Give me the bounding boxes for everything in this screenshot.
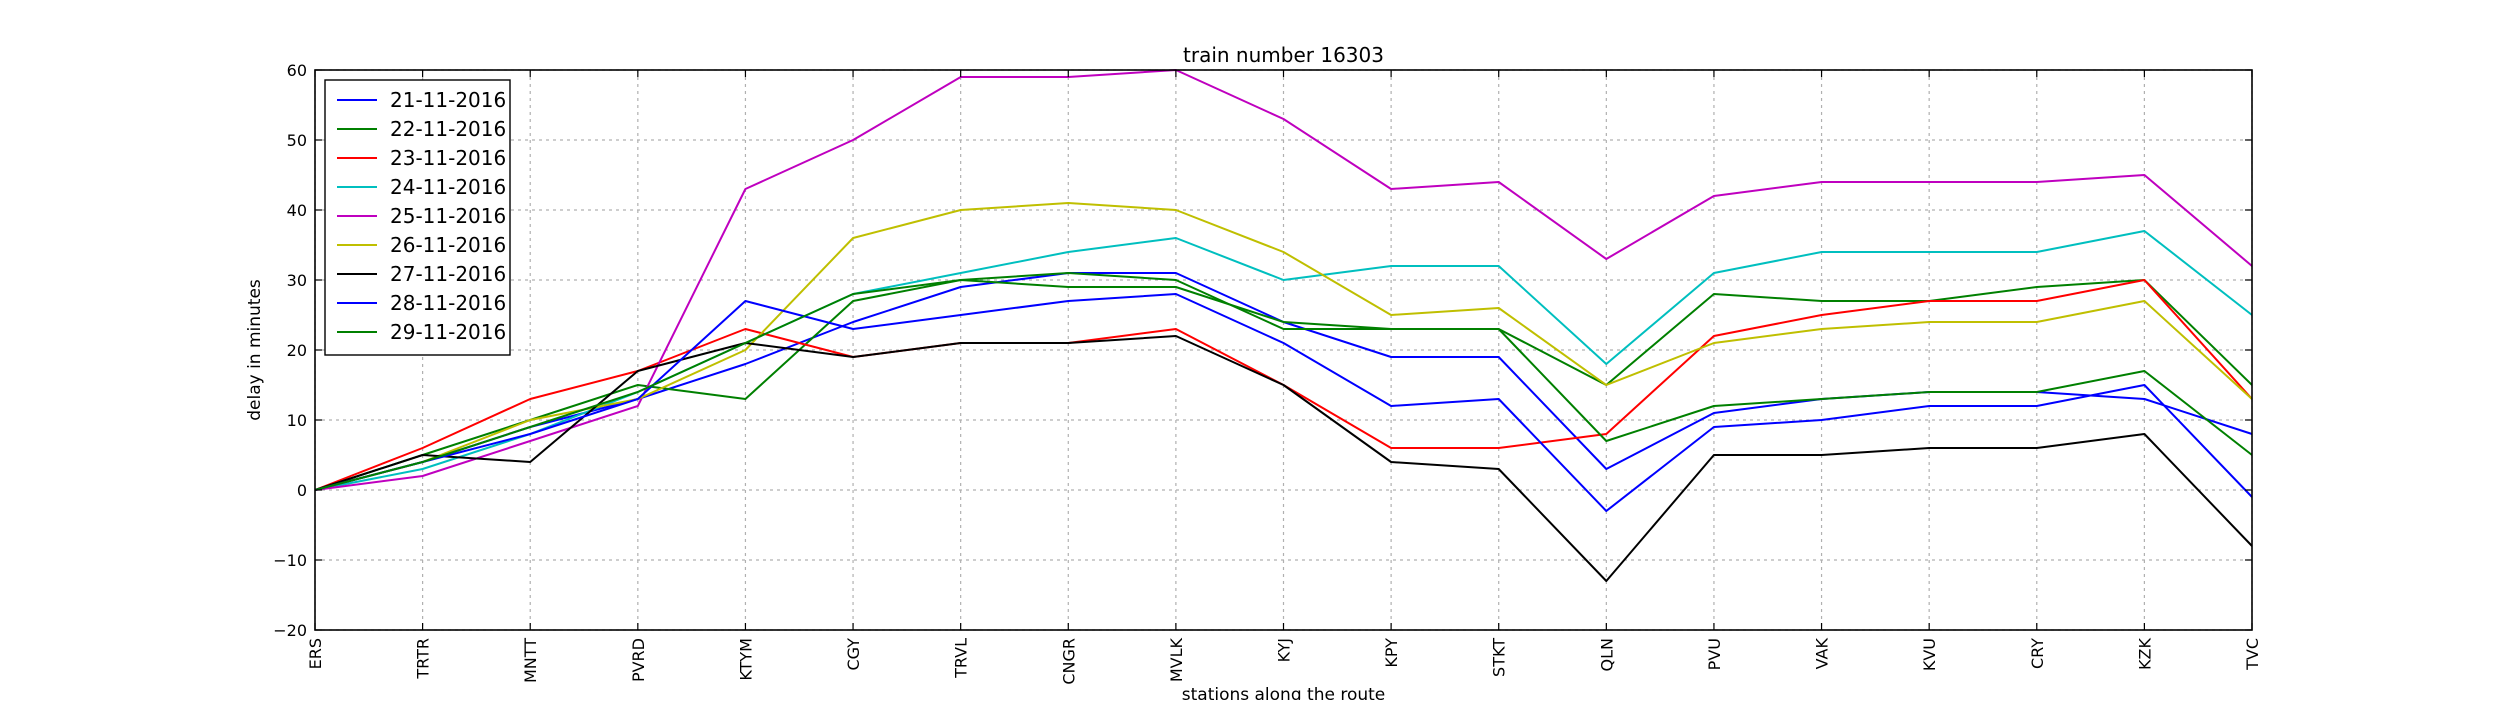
x-tick-label: MVLK [1167, 637, 1186, 682]
x-tick-label: CRY [2028, 638, 2047, 669]
x-tick-label: ERS [306, 638, 325, 669]
x-tick-label: KPY [1382, 638, 1401, 668]
x-tick-label: KVU [1920, 638, 1939, 671]
series-line-27-11-2016 [314, 335, 2253, 582]
y-tick-label: 30 [287, 271, 307, 290]
x-tick-label: PVU [1705, 638, 1724, 670]
x-tick-label: KTYM [736, 638, 755, 681]
series-line-29-11-2016 [314, 272, 2253, 491]
y-tick-label: 50 [287, 131, 307, 150]
x-tick-label: MNTT [521, 638, 540, 683]
legend-label: 26-11-2016 [390, 233, 506, 257]
y-tick-label: 0 [297, 481, 307, 500]
x-tick-label: TRVL [952, 638, 971, 679]
y-axis-label: delay in minutes [245, 279, 265, 421]
x-tick-label: KYJ [1275, 638, 1294, 662]
x-tick-label: CNGR [1059, 638, 1078, 685]
series-line-28-11-2016 [314, 293, 2253, 512]
series-line-24-11-2016 [314, 230, 2253, 491]
x-tick-label: STKT [1490, 638, 1509, 677]
x-tick-label: QLN [1597, 638, 1616, 671]
y-tick-label: 60 [287, 61, 307, 80]
x-tick-label: VAK [1813, 637, 1832, 669]
x-tick-label: PVRD [629, 638, 648, 682]
y-tick-label: 40 [287, 201, 307, 220]
legend-label: 28-11-2016 [390, 291, 506, 315]
legend-label: 23-11-2016 [390, 146, 506, 170]
y-tick-label: −20 [273, 621, 307, 640]
legend-box [324, 79, 511, 356]
y-tick-label: −10 [273, 551, 307, 570]
grid-layer [314, 69, 2253, 631]
x-tick-label: KZK [2135, 638, 2154, 670]
x-tick-label: TVC [2243, 638, 2262, 671]
y-tick-label: 20 [287, 341, 307, 360]
chart-title: train number 16303 [1183, 43, 1384, 67]
legend: 21-11-2016 22-11-2016 23-11-2016 24-11-2016… [324, 79, 511, 356]
legend-label: 25-11-2016 [390, 204, 506, 228]
tick-layer: ERS TRTR MNTT PVRD KTYM CGY TRVL CNGR MVLK KYJ KPY… [273, 61, 2262, 685]
series-line-25-11-2016 [314, 69, 2253, 491]
legend-label: 27-11-2016 [390, 262, 506, 286]
x-tick-label: CGY [844, 638, 863, 671]
legend-label: 22-11-2016 [390, 117, 506, 141]
y-tick-label: 10 [287, 411, 307, 430]
legend-label: 29-11-2016 [390, 320, 506, 344]
series-layer [314, 69, 2253, 582]
x-axis-label: stations along the route [1182, 685, 1386, 700]
x-tick-label: TRTR [414, 638, 433, 680]
legend-label: 21-11-2016 [390, 88, 506, 112]
legend-label: 24-11-2016 [390, 175, 506, 199]
